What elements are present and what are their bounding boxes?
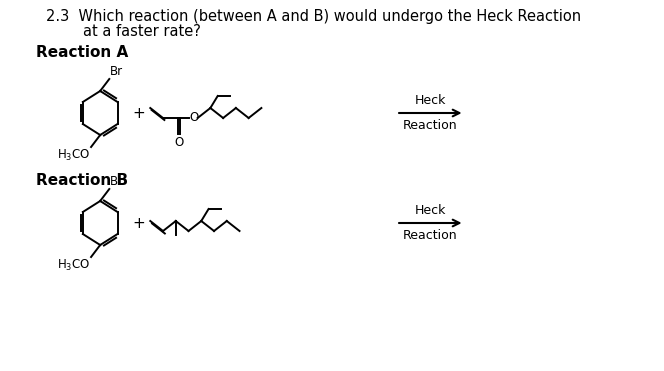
Text: Br: Br: [110, 175, 124, 188]
Text: +: +: [132, 216, 145, 230]
Text: O: O: [174, 136, 183, 149]
Text: Heck: Heck: [414, 94, 446, 107]
Text: +: +: [132, 105, 145, 121]
Text: O: O: [189, 111, 199, 124]
Text: H$_3$CO: H$_3$CO: [57, 148, 90, 163]
Text: Br: Br: [110, 65, 124, 78]
Text: Heck: Heck: [414, 204, 446, 217]
Text: H$_3$CO: H$_3$CO: [57, 258, 90, 273]
Text: Reaction: Reaction: [403, 119, 457, 132]
Text: 2.3  Which reaction (between A and B) would undergo the Heck Reaction: 2.3 Which reaction (between A and B) wou…: [46, 9, 580, 24]
Text: at a faster rate?: at a faster rate?: [46, 24, 201, 39]
Text: Reaction A: Reaction A: [37, 45, 129, 60]
Text: Reaction: Reaction: [403, 229, 457, 242]
Text: Reaction B: Reaction B: [37, 173, 129, 188]
